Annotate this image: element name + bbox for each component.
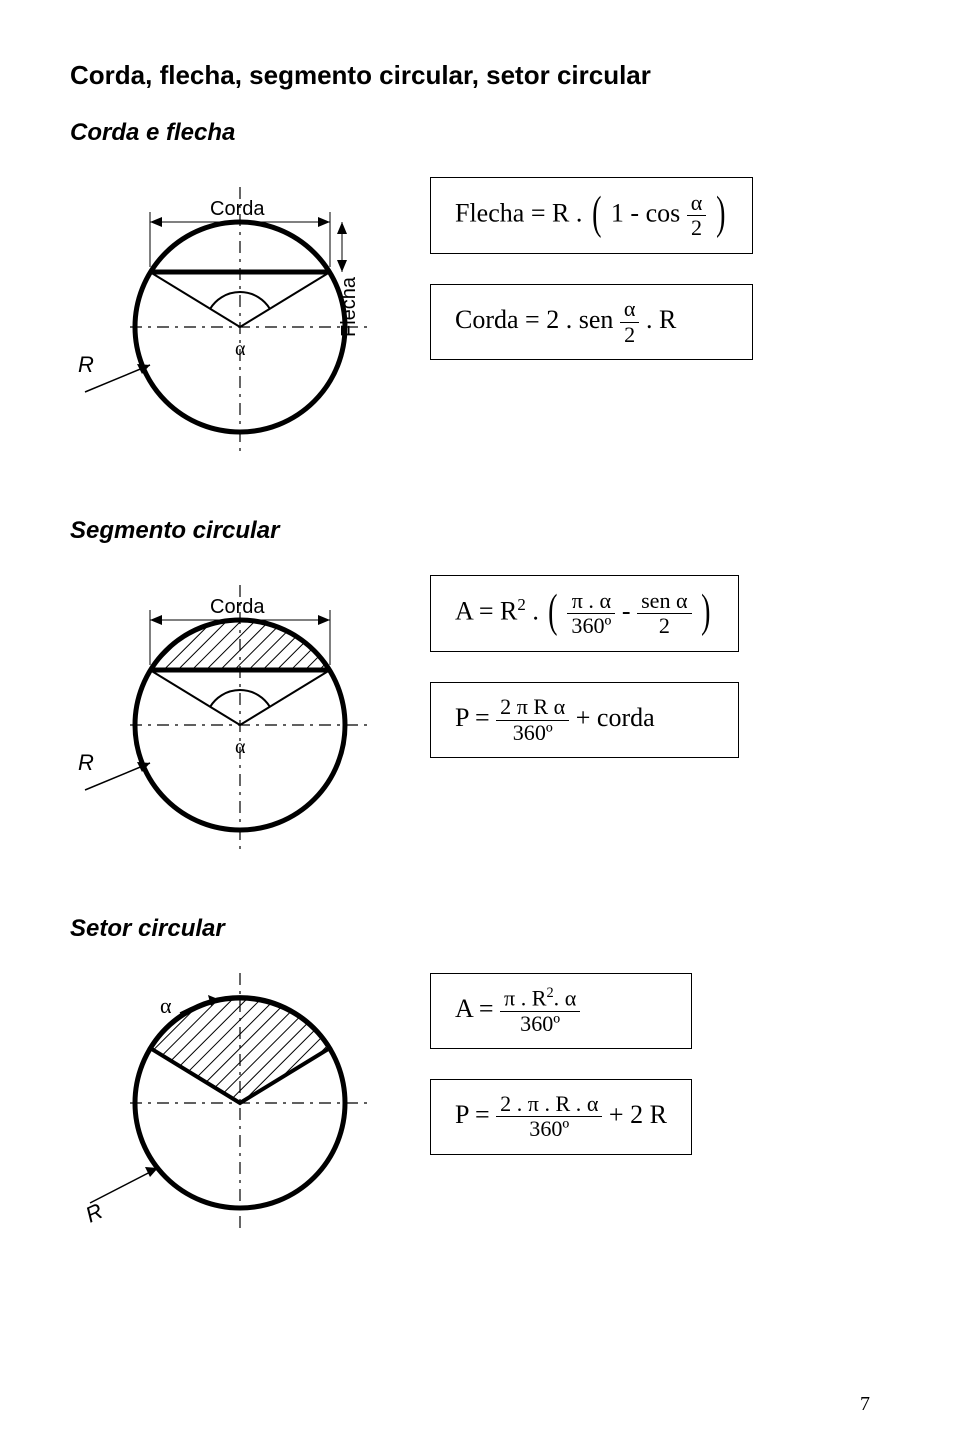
label-flecha: Flecha: [338, 276, 360, 337]
formula-seg-perim: P = 2 π R α 360º + corda: [430, 682, 739, 758]
formula-flecha: Flecha = R . ( 1 - cos α 2 ): [430, 177, 753, 254]
diagram-segmento: α Corda R: [70, 565, 390, 865]
label-alpha: α: [235, 338, 246, 360]
label-alpha-setor: α: [160, 993, 172, 1018]
formula-setor-perim: P = 2 . π . R . α 360º + 2 R: [430, 1079, 692, 1155]
page-title: Corda, flecha, segmento circular, setor …: [70, 60, 890, 91]
label-r: R: [78, 352, 94, 377]
formula-corda: Corda = 2 . sen α 2 . R: [430, 284, 753, 360]
svg-setor: α R: [70, 963, 390, 1243]
section-title-corda-flecha: Corda e flecha: [70, 119, 890, 147]
page-number: 7: [860, 1393, 870, 1416]
formula-setor-area: A = π . R2. α 360º: [430, 973, 692, 1049]
label-r-setor: R: [82, 1198, 107, 1227]
label-corda: Corda: [210, 198, 265, 220]
label-corda-seg: Corda: [210, 596, 265, 618]
section-title-setor: Setor circular: [70, 915, 890, 943]
diagram-corda-flecha: α Corda R Flecha: [70, 167, 390, 467]
row-segmento: α Corda R A = R2 . ( π . α 360º -: [70, 565, 890, 865]
svg-segmento: α Corda R: [70, 565, 390, 865]
section-title-segmento: Segmento circular: [70, 517, 890, 545]
formula-seg-area: A = R2 . ( π . α 360º - sen α 2 ): [430, 575, 739, 652]
diagram-setor: α R: [70, 963, 390, 1243]
row-setor: α R A = π . R2. α 360º P = 2 . π . R . α…: [70, 963, 890, 1243]
svg-corda-flecha: α Corda R Flecha: [70, 167, 390, 467]
row-corda-flecha: α Corda R Flecha Flecha = R . (: [70, 167, 890, 467]
label-alpha-seg: α: [235, 736, 246, 758]
label-r-seg: R: [78, 750, 94, 775]
